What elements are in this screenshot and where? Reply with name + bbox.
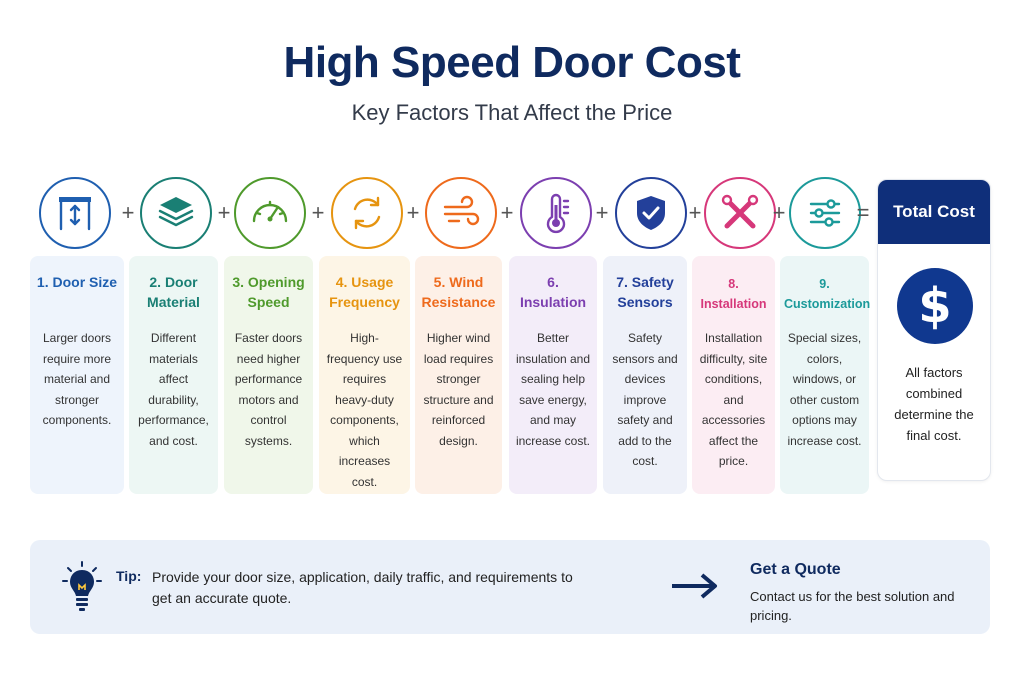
factor-card: 1. Door Size Larger doors require more ma…: [30, 256, 124, 494]
factor-title: 1. Door Size: [36, 274, 118, 290]
shield-check-icon-circle: [615, 177, 687, 249]
cycle-arrows-icon: [353, 196, 381, 230]
equals-operator: =: [856, 200, 870, 225]
speedometer-icon-circle: [234, 177, 306, 249]
factor-title: 8. Installation: [700, 277, 767, 311]
tools-icon-circle: [704, 177, 776, 249]
factor-title: 2. Door Material: [147, 274, 200, 310]
factor-card: 8. Installation Installation difficulty, …: [692, 256, 775, 494]
sliders-icon-circle: [789, 177, 861, 249]
speedometer-icon: [252, 200, 288, 223]
factor-card: 9. Customization Special sizes, colors, w…: [780, 256, 871, 494]
plus-operator: +: [595, 200, 609, 225]
door-frame-icon-circle: [39, 177, 111, 249]
factor-title: 4. Usage Frequency: [329, 274, 400, 310]
wind-icon: [443, 195, 480, 226]
tip-label: Tip:: [116, 568, 142, 584]
factor-description: Installation difficulty, site conditions…: [699, 331, 768, 468]
factor-card: 5. Wind Resistance Higher wind load requi…: [415, 256, 502, 494]
layers-icon: [158, 197, 194, 227]
factor-title: 5. Wind Resistance: [421, 274, 496, 310]
plus-operator: +: [500, 200, 514, 225]
factor-card: 2. Door Material Different materials affe…: [129, 256, 218, 494]
lightbulb-icon: [62, 561, 102, 611]
wind-icon-circle: [425, 177, 497, 249]
factor-title: 7. Safety Sensors: [616, 274, 674, 310]
factor-title: 6. Insulation: [519, 274, 587, 310]
factor-description: Safety sensors and devices improve safet…: [612, 331, 678, 468]
plus-operator: +: [688, 200, 702, 225]
thermometer-icon-circle: [520, 177, 592, 249]
tip-text: Provide your door size, application, dai…: [152, 569, 573, 606]
total-cost-description: All factors combined determine the final…: [894, 365, 974, 443]
factor-card: 6. Insulation Better insulation and seali…: [509, 256, 597, 494]
factor-description: Better insulation and sealing help save …: [515, 331, 591, 448]
factor-card: 7. Safety Sensors Safety sensors and devi…: [603, 256, 687, 494]
tools-icon: [721, 194, 759, 229]
thermometer-icon: [546, 193, 570, 234]
page-subtitle: Key Factors That Affect the Price: [351, 100, 673, 125]
total-cost-title: Total Cost: [878, 180, 990, 244]
dollar-symbol: $: [918, 278, 952, 334]
arrow-right-icon[interactable]: [670, 572, 720, 600]
layers-icon-circle: [140, 177, 212, 249]
plus-operator: +: [121, 200, 135, 225]
shield-check-icon: [637, 196, 665, 230]
factor-description: High-frequency use requires heavy-duty c…: [326, 331, 403, 489]
factor-card: 3. Opening Speed Faster doors need higher…: [224, 256, 313, 494]
factor-description: Higher wind load requires stronger struc…: [423, 331, 494, 448]
factor-card: 4. Usage Frequency High-frequency use req…: [319, 256, 410, 494]
factor-description: Special sizes, colors, windows, or other…: [787, 331, 862, 448]
cycle-arrows-icon-circle: [331, 177, 403, 249]
factor-title: 3. Opening Speed: [232, 274, 305, 310]
factor-description: Faster doors need higher performance mot…: [234, 331, 303, 448]
get-a-quote-link[interactable]: Get a Quote: [750, 561, 841, 578]
page-title: High Speed Door Cost: [283, 38, 741, 87]
total-cost-card: Total Cost $ All factors combined determ…: [877, 179, 991, 481]
quote-text: Contact us for the best solution and pri…: [750, 589, 955, 623]
plus-operator: +: [406, 200, 420, 225]
dollar-icon: $: [897, 268, 973, 344]
factor-description: Larger doors require more material and s…: [42, 331, 112, 427]
factor-title: 9. Customization: [784, 277, 871, 311]
tip-bar: Tip: Provide your door size, application…: [30, 540, 990, 634]
plus-operator: +: [217, 200, 231, 225]
factor-description: Different materials affect durability, p…: [138, 331, 209, 448]
plus-operator: +: [311, 200, 325, 225]
sliders-icon: [809, 199, 841, 227]
plus-operator: +: [772, 200, 786, 225]
door-frame-icon: [59, 197, 91, 231]
